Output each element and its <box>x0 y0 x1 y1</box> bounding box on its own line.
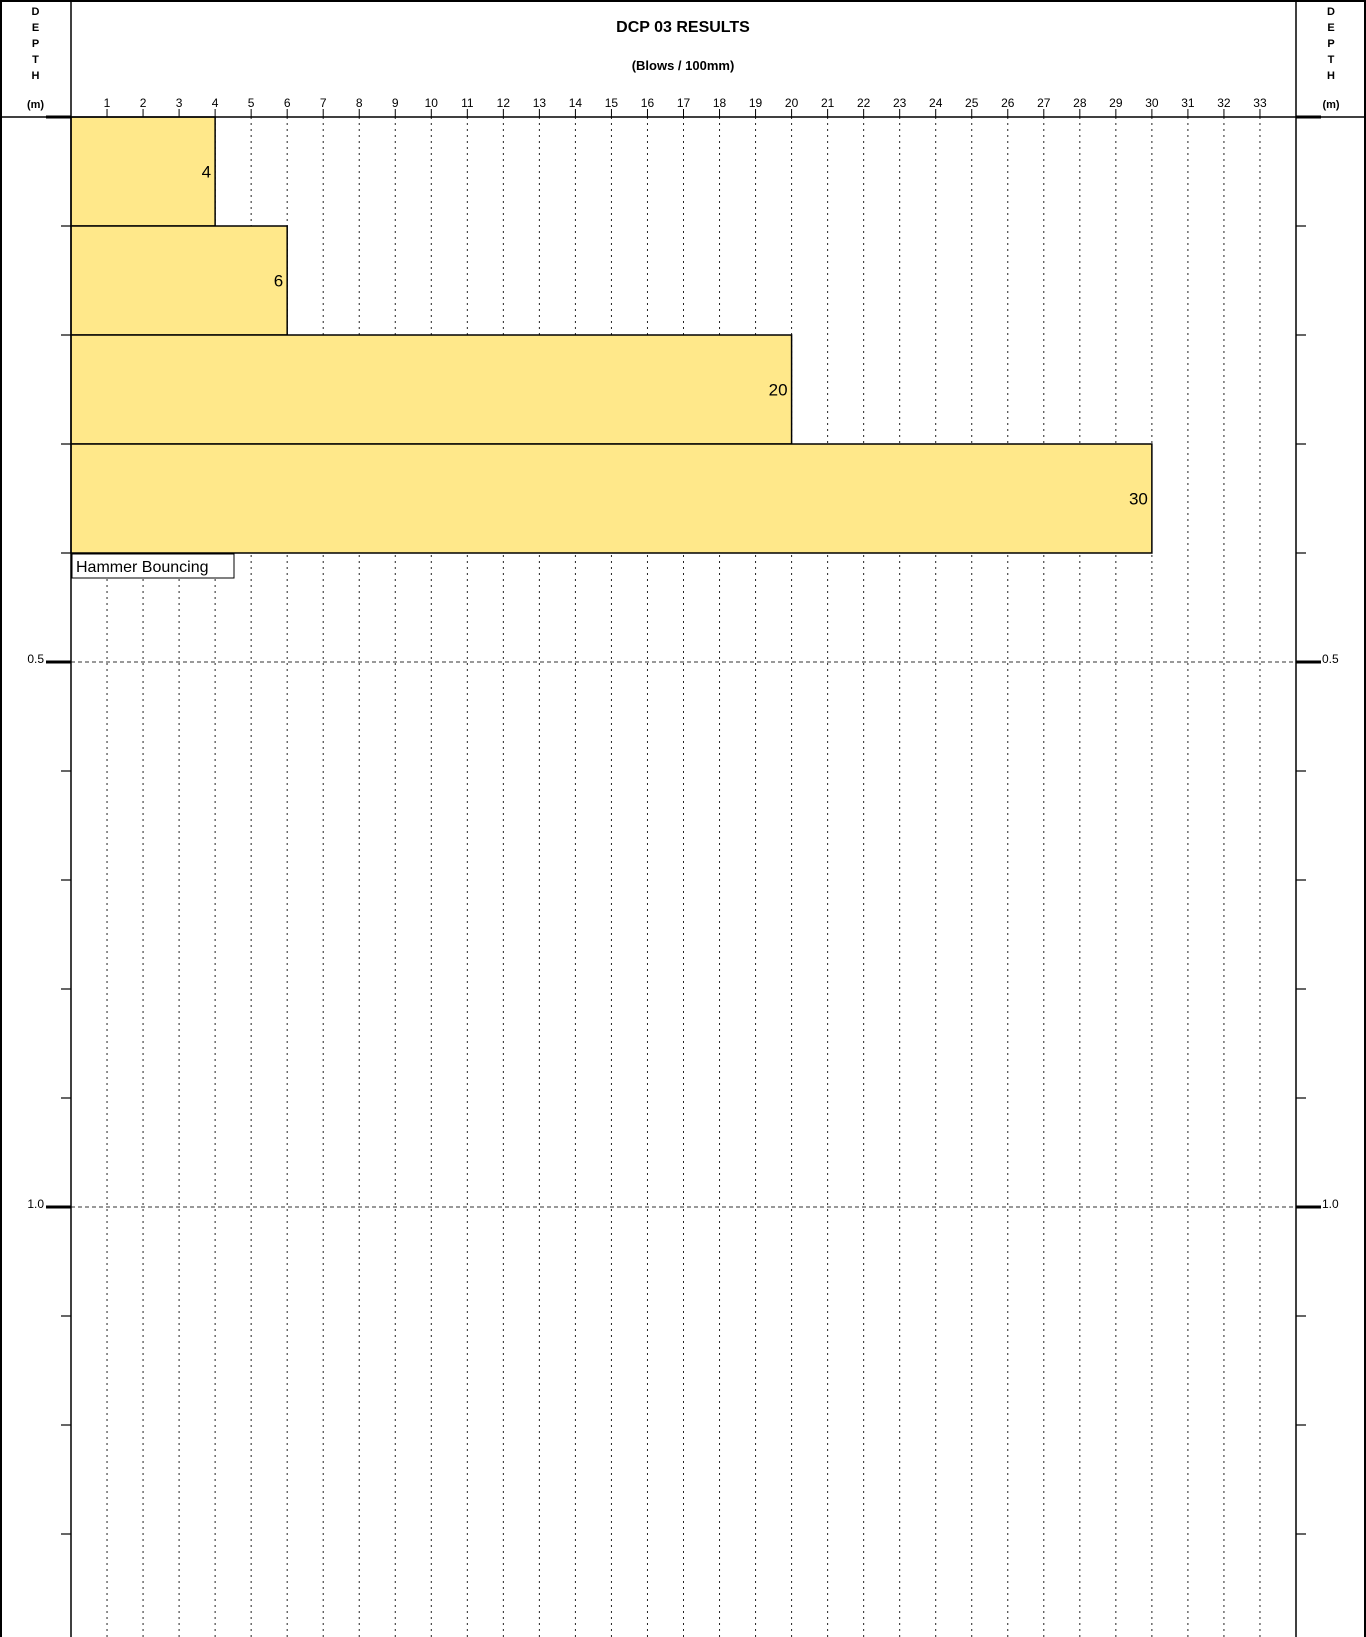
bars-layer <box>70 116 1153 554</box>
annotation-text: Hammer Bouncing <box>76 559 209 576</box>
x-tick-label-12: 12 <box>497 96 511 110</box>
annotation-box <box>71 553 235 579</box>
x-tick-label-10: 10 <box>425 96 439 110</box>
x-tick-label-29: 29 <box>1109 96 1123 110</box>
x-tick-label-32: 32 <box>1217 96 1231 110</box>
x-tick-label-9: 9 <box>392 96 399 110</box>
bar-value-label-3: 20 <box>769 381 788 400</box>
x-tick-label-15: 15 <box>605 96 619 110</box>
x-tick-label-1: 1 <box>104 96 111 110</box>
x-tick-label-18: 18 <box>713 96 727 110</box>
bar-value-label-2: 6 <box>274 272 283 291</box>
depth-label-left-0.5: 0.5 <box>27 652 44 666</box>
depth-label-right-1.0: 1.0 <box>1322 1197 1339 1211</box>
x-tick-label-23: 23 <box>893 96 907 110</box>
bar-2 <box>70 225 288 336</box>
x-tick-label-2: 2 <box>140 96 147 110</box>
x-tick-label-7: 7 <box>320 96 327 110</box>
bar-value-label-1: 4 <box>202 163 211 182</box>
depth-axis-unit-right: (m) <box>1322 99 1339 111</box>
depth-axis-letter-right-1: D <box>1327 6 1335 18</box>
x-tick-label-3: 3 <box>176 96 183 110</box>
x-tick-label-14: 14 <box>569 96 583 110</box>
depth-axis-letter-left-1: D <box>32 6 40 18</box>
chart-subtitle: (Blows / 100mm) <box>632 58 735 73</box>
x-tick-label-6: 6 <box>284 96 291 110</box>
x-tick-label-22: 22 <box>857 96 871 110</box>
bar-1 <box>70 116 216 227</box>
x-tick-label-17: 17 <box>677 96 691 110</box>
x-tick-label-24: 24 <box>929 96 943 110</box>
depth-axis-letter-left-3: P <box>32 38 39 50</box>
x-tick-label-25: 25 <box>965 96 979 110</box>
bar-value-label-4: 30 <box>1129 490 1148 509</box>
x-tick-label-31: 31 <box>1181 96 1195 110</box>
depth-axis-unit-left: (m) <box>27 99 44 111</box>
x-tick-label-8: 8 <box>356 96 363 110</box>
depth-axis-letter-left-5: H <box>32 70 40 82</box>
depth-axis-letter-left-2: E <box>32 22 39 34</box>
depth-axis-letter-right-3: P <box>1327 38 1334 50</box>
x-tick-label-20: 20 <box>785 96 799 110</box>
depth-axis-letter-right-2: E <box>1327 22 1334 34</box>
x-tick-label-30: 30 <box>1145 96 1159 110</box>
depth-axis-letter-right-4: T <box>1328 54 1335 66</box>
x-tick-label-33: 33 <box>1253 96 1267 110</box>
x-tick-label-19: 19 <box>749 96 763 110</box>
x-tick-label-11: 11 <box>461 96 474 110</box>
bar-3 <box>70 334 793 445</box>
x-tick-label-28: 28 <box>1073 96 1087 110</box>
depth-label-left-1.0: 1.0 <box>27 1197 44 1211</box>
x-tick-label-16: 16 <box>641 96 655 110</box>
x-tick-label-13: 13 <box>533 96 547 110</box>
x-tick-label-5: 5 <box>248 96 255 110</box>
chart-title: DCP 03 RESULTS <box>616 19 750 36</box>
depth-axis-letter-left-4: T <box>32 54 39 66</box>
depth-label-right-0.5: 0.5 <box>1322 652 1339 666</box>
x-tick-label-26: 26 <box>1001 96 1015 110</box>
x-tick-label-21: 21 <box>821 96 835 110</box>
depth-axis-letter-right-5: H <box>1327 70 1335 82</box>
x-tick-label-27: 27 <box>1037 96 1051 110</box>
x-tick-label-4: 4 <box>212 96 219 110</box>
bar-4 <box>70 443 1153 554</box>
